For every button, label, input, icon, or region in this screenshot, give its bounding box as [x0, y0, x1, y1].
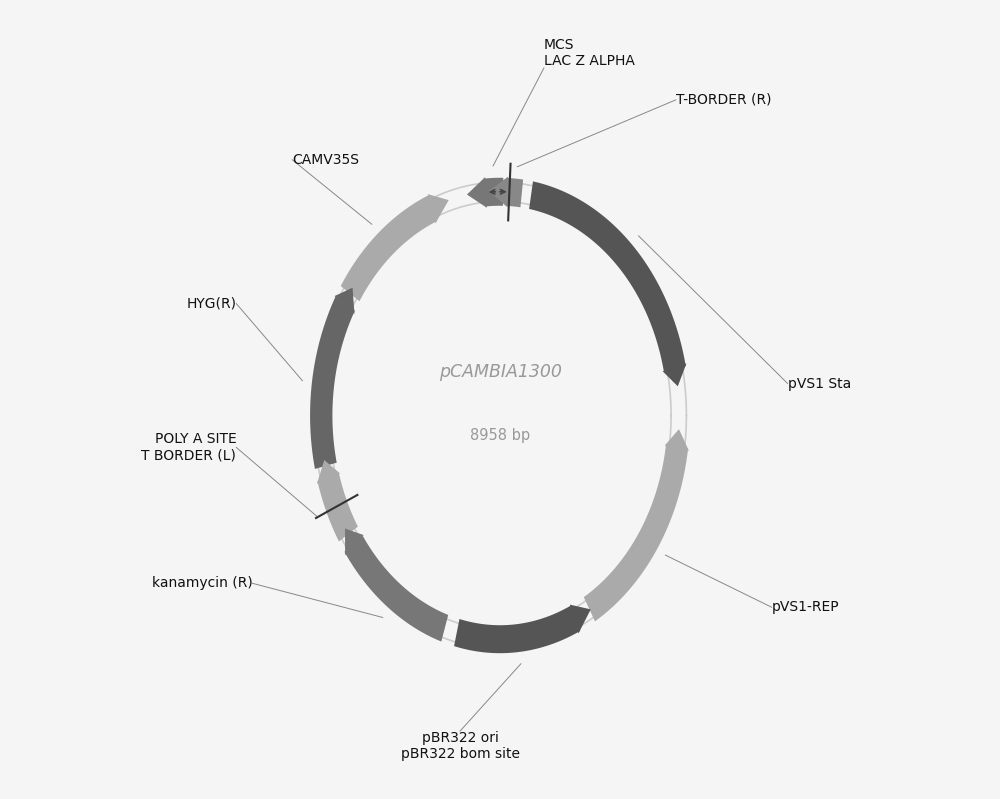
Polygon shape: [317, 473, 358, 542]
Polygon shape: [489, 177, 508, 208]
Text: CAMV35S: CAMV35S: [292, 153, 359, 167]
Polygon shape: [584, 445, 688, 622]
Text: T-BORDER (R): T-BORDER (R): [676, 93, 771, 107]
Polygon shape: [467, 177, 487, 208]
Text: pBR322 ori
pBR322 bom site: pBR322 ori pBR322 bom site: [401, 731, 520, 761]
Polygon shape: [570, 605, 591, 634]
Polygon shape: [428, 194, 449, 224]
Polygon shape: [317, 460, 340, 484]
Polygon shape: [344, 536, 448, 642]
Polygon shape: [506, 178, 523, 207]
Text: HYG(R): HYG(R): [186, 296, 236, 311]
Polygon shape: [483, 178, 503, 206]
Text: 8958 bp: 8958 bp: [470, 428, 530, 443]
Polygon shape: [663, 364, 686, 386]
Polygon shape: [341, 195, 437, 301]
Text: MCS
LAC Z ALPHA: MCS LAC Z ALPHA: [544, 38, 635, 68]
Text: kanamycin (R): kanamycin (R): [152, 576, 252, 590]
Polygon shape: [310, 296, 355, 469]
Text: POLY A SITE
T BORDER (L): POLY A SITE T BORDER (L): [141, 432, 236, 463]
Polygon shape: [665, 429, 689, 451]
Text: pCAMBIA1300: pCAMBIA1300: [439, 363, 561, 380]
Text: pVS1-REP: pVS1-REP: [772, 600, 839, 614]
Text: pVS1 Sta: pVS1 Sta: [788, 376, 851, 391]
Polygon shape: [345, 528, 364, 555]
Polygon shape: [529, 181, 686, 372]
Polygon shape: [335, 288, 354, 314]
Polygon shape: [454, 606, 580, 653]
